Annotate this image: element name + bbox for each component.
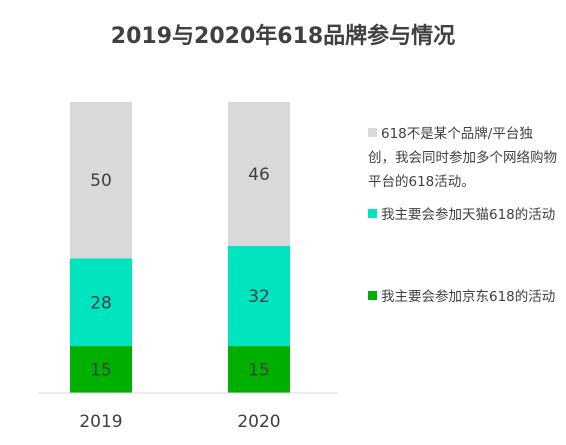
chart-title: 2019与2020年618品牌参与情况: [110, 24, 456, 49]
legend-swatch-series-2: [368, 128, 377, 137]
legend-label-series-2: 618不是某个品牌/平台独创，我会同时参加多个网络购物平台的618活动。: [368, 126, 557, 190]
bar-segment-2019-series-0: [70, 346, 132, 393]
data-label-2019-series-1: 28: [90, 293, 112, 313]
legend-label-series-1: 我主要会参加天猫618的活动: [381, 207, 556, 223]
legend-swatch-series-0: [368, 291, 377, 300]
x-tick-label-2019: 2019: [79, 412, 122, 432]
legend-item-series-0: 我主要会参加京东618的活动: [368, 285, 558, 309]
bar-segment-2020-series-1: [228, 245, 290, 347]
bar-segment-2020-series-2: [228, 102, 290, 246]
legend-item-series-1: 我主要会参加天猫618的活动: [368, 203, 558, 227]
bar-segment-2019-series-2: [70, 102, 132, 259]
legend-item-series-2: 618不是某个品牌/平台独创，我会同时参加多个网络购物平台的618活动。: [368, 122, 558, 194]
data-label-2020-series-2: 46: [248, 165, 270, 185]
data-label-2020-series-0: 15: [248, 361, 270, 381]
legend-swatch-series-1: [368, 209, 377, 218]
bar-segment-2020-series-0: [228, 346, 290, 393]
data-label-2019-series-2: 50: [90, 171, 112, 191]
data-label-2019-series-0: 15: [90, 361, 112, 381]
legend-label-series-0: 我主要会参加京东618的活动: [381, 289, 556, 305]
x-tick-label-2020: 2020: [237, 412, 280, 432]
data-label-2020-series-1: 32: [248, 287, 270, 307]
bar-segment-2019-series-1: [70, 258, 132, 347]
